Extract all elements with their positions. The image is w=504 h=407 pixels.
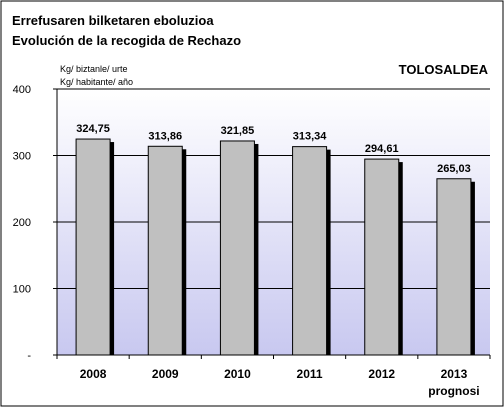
y-tick-label-100: 100 xyxy=(13,284,31,296)
bar-2008 xyxy=(75,138,111,356)
bar-2010 xyxy=(219,140,255,356)
x-sublabel-2013: prognosi xyxy=(428,384,479,398)
x-tick-label-2008: 2008 xyxy=(80,367,107,381)
data-label-2008: 324,75 xyxy=(76,123,110,135)
data-label-2010: 321,85 xyxy=(221,125,255,137)
x-tick-label-2009: 2009 xyxy=(152,367,179,381)
data-label-2013: 265,03 xyxy=(437,163,471,175)
y-axis-ticks: - 100 200 300 400 xyxy=(13,84,57,362)
bars xyxy=(75,138,475,356)
y-tick-label-0: - xyxy=(27,350,31,362)
x-tick-label-2010: 2010 xyxy=(224,367,251,381)
data-label-2012: 294,61 xyxy=(365,143,399,155)
bar-2011 xyxy=(292,146,328,356)
data-label-2009: 313,86 xyxy=(148,130,182,142)
x-tick-label-2013: 2013 xyxy=(441,367,468,381)
data-label-2011: 313,34 xyxy=(293,131,328,143)
x-tick-label-2012: 2012 xyxy=(368,367,395,381)
bar-2012 xyxy=(364,158,400,356)
y-tick-label-300: 300 xyxy=(13,151,31,163)
data-labels: 324,75 313,86 321,85 313,34 294,61 265,03 xyxy=(76,123,470,175)
chart-title-line1: Errefusaren bilketaren eboluzioa xyxy=(12,13,214,28)
region-label: TOLOSALDEA xyxy=(399,62,489,77)
y-tick-label-200: 200 xyxy=(13,217,31,229)
x-axis-ticks: 2008 2009 2010 2011 2012 2013 prognosi xyxy=(56,355,491,398)
gridlines xyxy=(57,88,490,289)
chart-title-line2: Evolución de la recogida de Rechazo xyxy=(12,33,241,48)
x-tick-label-2011: 2011 xyxy=(297,367,323,381)
bar-2013 xyxy=(436,178,472,356)
bar-2009 xyxy=(147,145,183,356)
y-tick-label-400: 400 xyxy=(13,84,31,96)
unit-label-line2: Kg/ habitante/ año xyxy=(60,77,133,87)
unit-label-line1: Kg/ biztanle/ urte xyxy=(60,64,128,74)
